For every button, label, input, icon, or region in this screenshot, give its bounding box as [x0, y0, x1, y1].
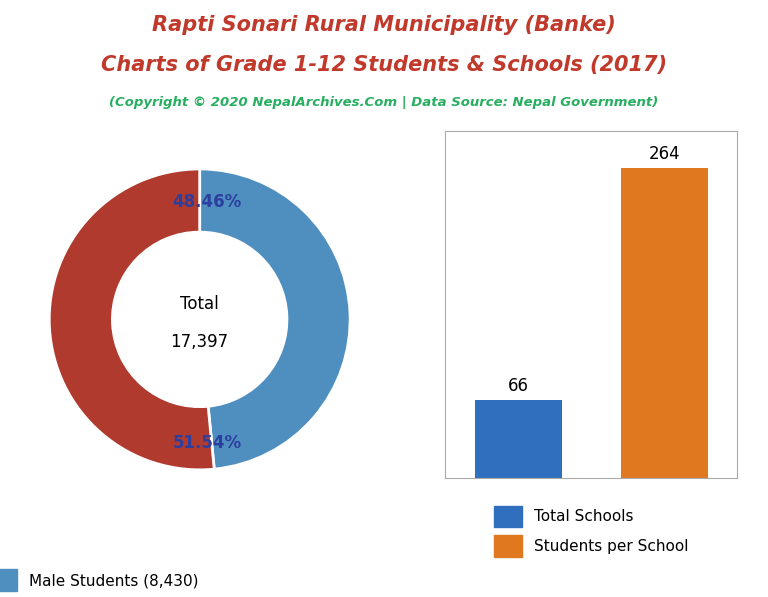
Text: Rapti Sonari Rural Municipality (Banke): Rapti Sonari Rural Municipality (Banke) [152, 15, 616, 35]
Wedge shape [49, 169, 214, 470]
Text: 51.54%: 51.54% [173, 434, 242, 452]
Legend: Male Students (8,430), Female Students (8,967): Male Students (8,430), Female Students (… [0, 570, 217, 597]
Text: Charts of Grade 1-12 Students & Schools (2017): Charts of Grade 1-12 Students & Schools … [101, 55, 667, 75]
Text: 66: 66 [508, 377, 529, 395]
Text: 17,397: 17,397 [170, 333, 229, 351]
Bar [475, 400, 562, 478]
Text: (Copyright © 2020 NepalArchives.Com | Data Source: Nepal Government): (Copyright © 2020 NepalArchives.Com | Da… [109, 96, 659, 109]
Legend: Total Schools, Students per School: Total Schools, Students per School [495, 506, 688, 556]
Wedge shape [200, 169, 350, 469]
Bar [621, 168, 708, 478]
Text: Total: Total [180, 296, 219, 313]
Text: 264: 264 [648, 145, 680, 163]
Text: 48.46%: 48.46% [173, 193, 242, 211]
